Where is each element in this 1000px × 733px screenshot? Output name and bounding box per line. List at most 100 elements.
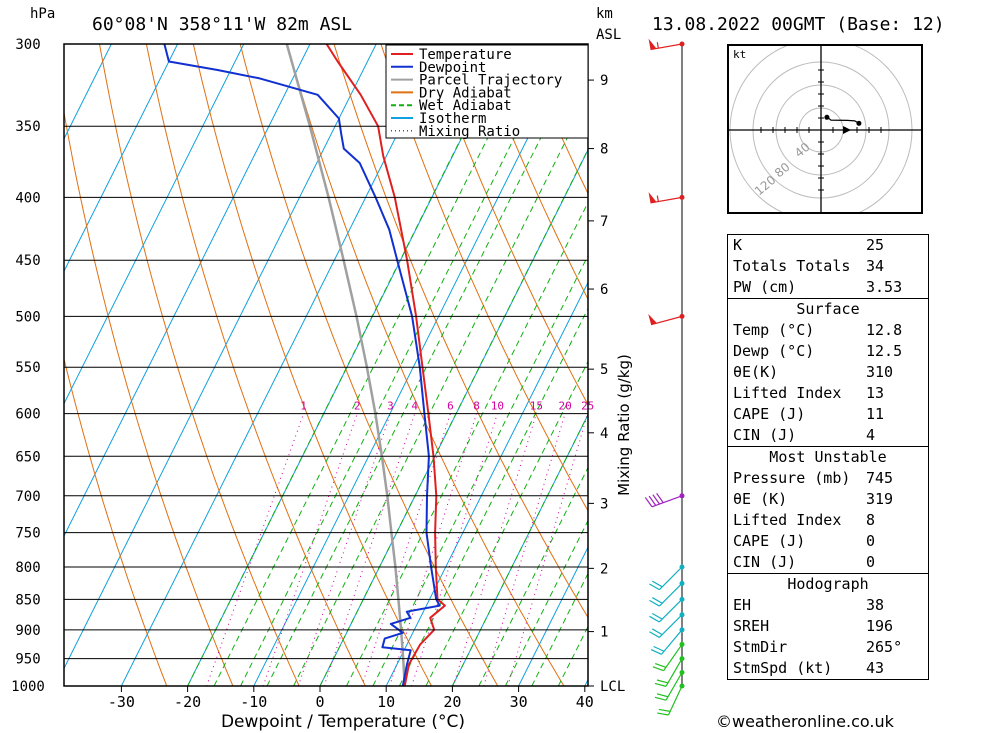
mixing-ratio-line [452,413,537,686]
km-tick-label: 1 [600,625,608,641]
temperature-tick-label: 30 [510,693,528,711]
index-row-eh: EH 38 [728,595,928,616]
wind-barb-shaft [667,685,683,716]
wet-adiabat-line [187,44,509,686]
indices-table: K 25 Totals Totals 34 PW (cm) 3.53 Surfa… [727,234,929,680]
hodograph-unit-label: kt [733,48,746,61]
pressure-tick-label: 700 [15,489,40,505]
index-value: 3.53 [866,278,903,296]
wet-adiabat-line [504,519,588,686]
index-label: Pressure (mb) [733,469,851,487]
km-tick-label: 7 [600,214,608,230]
index-row-pw: PW (cm) 3.53 [728,277,928,298]
dry-adiabat-line [380,44,588,512]
index-label: Lifted Index [733,511,842,529]
wet-adiabat-line [398,307,588,686]
wind-barb [649,612,685,638]
wind-barb-feather [650,649,662,655]
km-tick-label: LCL [600,679,625,695]
dewpoint-profile-line [163,44,441,686]
dry-adiabat-line [333,44,588,619]
index-row-cape: CAPE (J) 11 [728,404,928,425]
index-label: SREH [733,617,770,635]
index-value: 265° [866,638,903,656]
dry-adiabat-line [64,110,234,686]
mixing-ratio-label: 8 [473,400,480,413]
plot-frame [63,43,589,687]
wind-barb-feather [644,497,653,508]
wet-adiabat-line [451,413,588,686]
index-value: 25 [866,236,885,254]
index-row-theta-e: θE (K) 319 [728,489,928,510]
mixing-ratio-label: 10 [491,400,504,413]
wet-adiabat-line [425,360,588,686]
mixing-ratio-axis-label: Mixing Ratio (g/kg) [615,354,633,496]
km-tick-label: 5 [600,362,608,378]
wind-barb-feather [654,682,667,687]
wind-barb [657,683,685,716]
index-value: 38 [866,596,885,614]
index-label: CIN (J) [733,553,797,571]
wind-barb-feather [652,612,663,620]
legend-entry: Dry Adiabat [419,85,512,101]
hpa-label: hPa [30,6,56,22]
wind-barb-feather [652,494,660,505]
index-row-cape: CAPE (J) 0 [728,531,928,552]
isotherm-line [319,148,588,686]
hodograph-trace [826,116,860,124]
index-value: 11 [866,405,885,423]
legend-entry: Isotherm [419,111,486,127]
dry-adiabat-line [239,44,499,686]
pressure-tick-label: 400 [15,190,40,206]
wet-adiabat-line [346,201,588,686]
index-row-sreh: SREH 196 [728,616,928,637]
wind-barb-feather [648,495,657,506]
wet-adiabat-line [293,95,588,686]
index-label: θE(K) [733,363,779,381]
hodograph-section: Hodograph EH 38 SREH 196 StmDir 265° StmSpd… [728,573,928,679]
legend-entry: Wet Adiabat [419,98,512,114]
wet-adiabat-line [478,466,588,686]
wind-barb-shaft [663,644,683,671]
index-label: PW (cm) [733,278,797,296]
wet-adiabat-line [319,148,588,686]
mixing-ratio-label: 20 [558,400,571,413]
credit-text[interactable]: ©weatheronline.co.uk [716,712,894,731]
mixing-ratio-line [297,413,391,686]
wind-barb-feather [658,708,671,712]
index-row-temp: Temp (°C) 12.8 [728,320,928,341]
index-label: K [733,236,743,254]
isotherm-line [451,413,588,686]
wind-barb-feather [656,492,664,503]
isotherm-line [253,44,576,686]
index-value: 34 [866,257,885,275]
km-tick-label: 3 [600,496,608,512]
wind-barb-pennant [648,314,657,325]
pressure-tick-label: 600 [15,407,40,423]
pressure-tick-label: 300 [15,37,40,53]
wind-barb-half-feather [656,42,659,49]
temperature-tick-label: 20 [443,693,461,711]
wind-barb-feather [649,615,660,623]
wind-barb [654,669,685,701]
index-value: 43 [866,659,885,677]
pressure-tick-label: 650 [15,449,40,465]
index-label: Dewp (°C) [733,342,815,360]
wind-barb [649,596,685,623]
wind-barb [654,656,685,687]
index-row-cin: CIN (J) 0 [728,552,928,573]
mixing-ratio-line [206,413,305,686]
mixing-ratio-label: 1 [300,400,307,413]
location-title: 60°08'N 358°11'W 82m ASL [92,14,353,35]
pressure-tick-label: 500 [15,309,40,325]
pressure-tick-label: 850 [15,592,40,608]
dry-adiabat-line [474,44,588,301]
temperature-tick-label: 10 [377,693,395,711]
index-row-stmspd: StmSpd (kt) 43 [728,658,928,679]
isotherm-line [64,44,377,670]
wind-barb-shaft [658,614,683,638]
km-tick-label: 6 [600,282,608,298]
x-axis-label: Dewpoint / Temperature (°C) [221,712,465,732]
index-row-lifted: Lifted Index 13 [728,383,928,404]
